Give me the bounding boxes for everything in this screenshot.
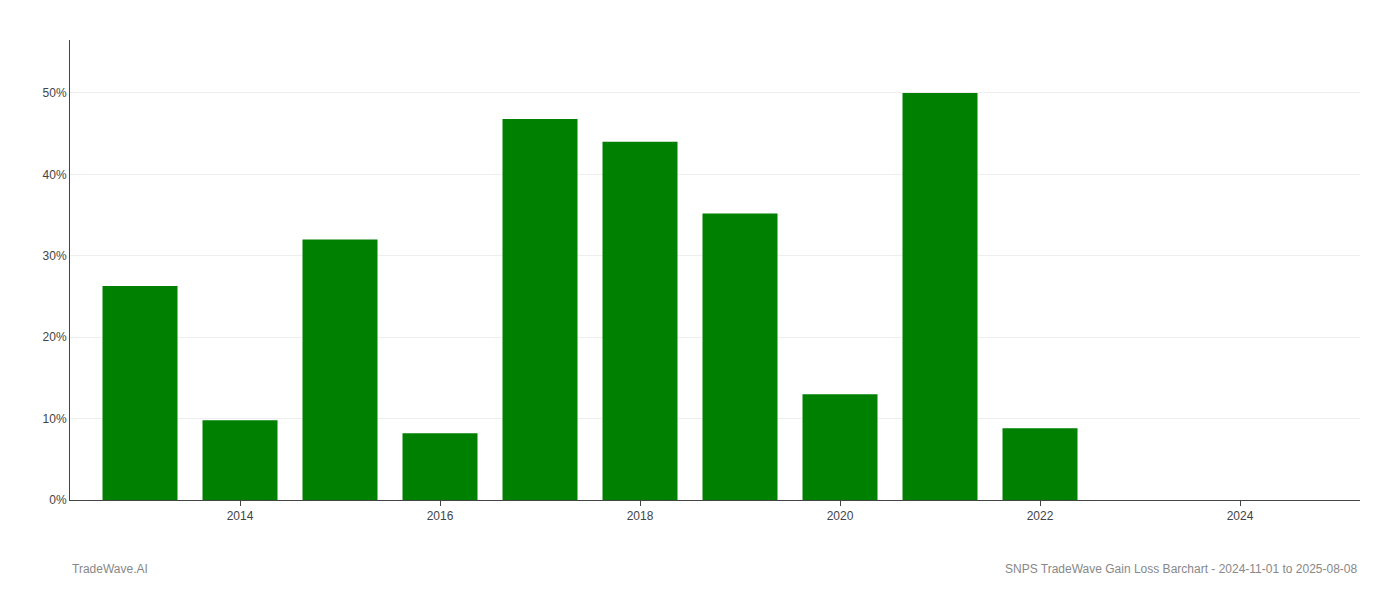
svg-text:10%: 10% <box>43 412 67 426</box>
svg-text:2014: 2014 <box>227 509 254 523</box>
svg-text:SNPS TradeWave Gain Loss Barch: SNPS TradeWave Gain Loss Barchart - 2024… <box>1005 562 1358 576</box>
svg-text:TradeWave.AI: TradeWave.AI <box>72 562 148 576</box>
svg-text:2018: 2018 <box>627 509 654 523</box>
svg-text:2016: 2016 <box>427 509 454 523</box>
svg-text:30%: 30% <box>43 249 67 263</box>
svg-text:2020: 2020 <box>827 509 854 523</box>
svg-text:0%: 0% <box>49 493 67 507</box>
svg-text:20%: 20% <box>43 330 67 344</box>
svg-text:40%: 40% <box>43 168 67 182</box>
svg-text:2022: 2022 <box>1027 509 1054 523</box>
svg-text:2024: 2024 <box>1227 509 1254 523</box>
svg-text:50%: 50% <box>43 86 67 100</box>
